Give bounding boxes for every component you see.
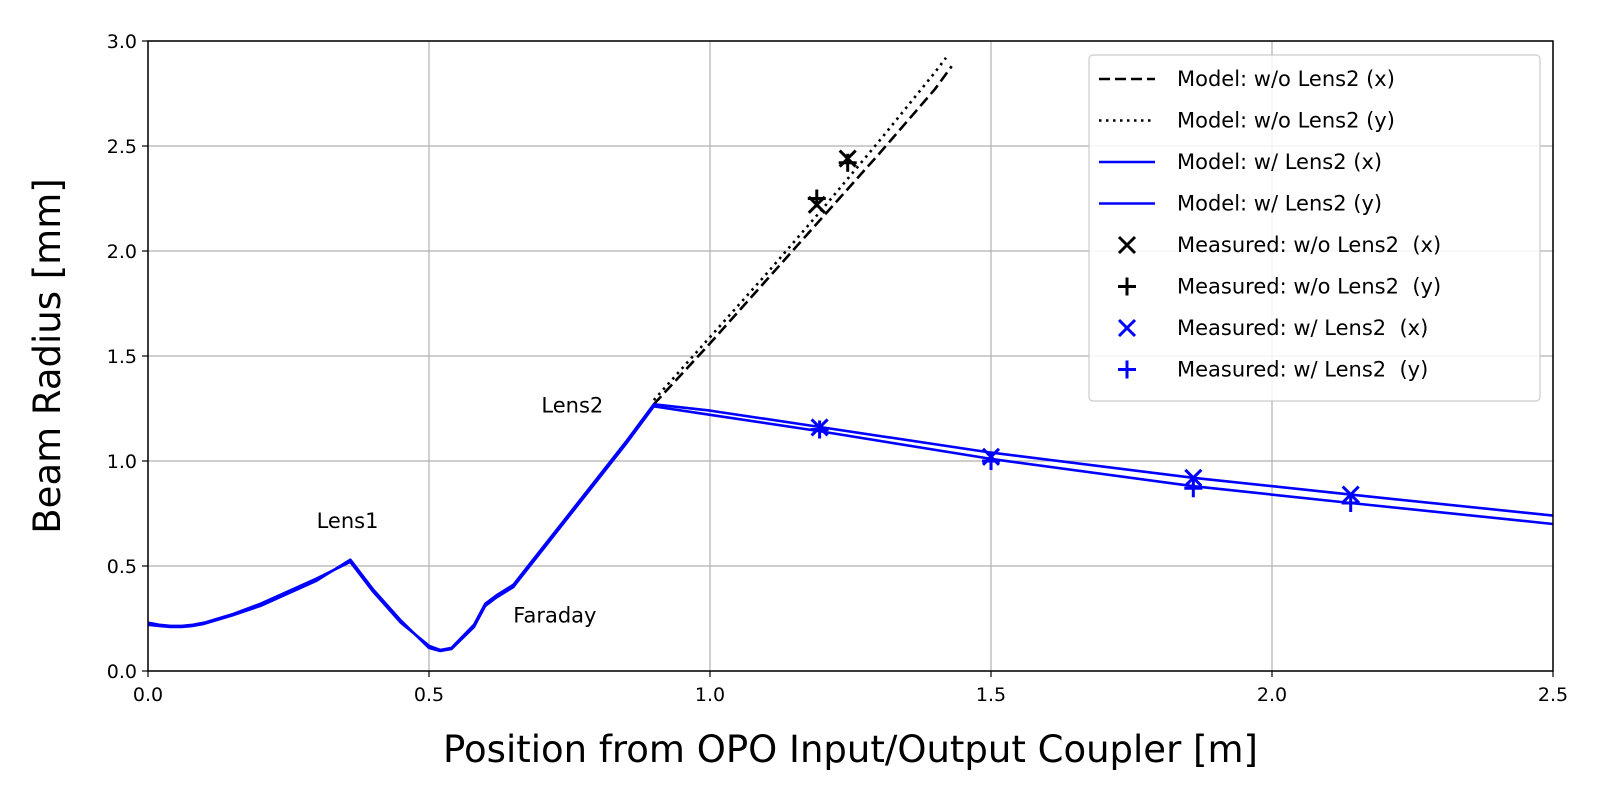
marker-point — [1341, 494, 1360, 512]
y-axis-title: Beam Radius [mm] — [26, 178, 69, 533]
annotation-label: Faraday — [513, 603, 596, 627]
series-line — [148, 405, 1553, 653]
y-tick-label: 1.5 — [107, 346, 137, 368]
legend-label: Model: w/o Lens2 (y) — [1177, 109, 1395, 133]
annotations: Lens1 Lens2 Faraday — [317, 393, 604, 627]
legend-label: Measured: w/o Lens2 (y) — [1177, 275, 1441, 299]
y-tick-label: 2.0 — [107, 241, 137, 263]
x-axis-title: Position from OPO Input/Output Coupler [… — [443, 728, 1258, 771]
marker-point — [807, 189, 826, 208]
series-line — [652, 65, 953, 406]
x-tick-label: 2.5 — [1538, 684, 1568, 706]
y-tick-label: 1.0 — [107, 451, 137, 473]
legend-marker — [1118, 277, 1136, 296]
legend-marker — [1117, 318, 1137, 338]
legend-label: Measured: w/o Lens2 (x) — [1177, 233, 1441, 257]
plot-area — [148, 57, 1553, 653]
marker-stroke — [1184, 468, 1203, 487]
y-tick-label: 0.5 — [107, 556, 137, 578]
legend: Model: w/o Lens2 (x) Model: w/o Lens2 (y)… — [1088, 54, 1541, 402]
legend-label: Measured: w/ Lens2 (y) — [1177, 358, 1428, 382]
annotation-label: Lens2 — [541, 393, 603, 417]
legend-label: Model: w/ Lens2 (y) — [1177, 192, 1382, 216]
x-tick-label: 1.0 — [695, 684, 725, 706]
y-tick-label: 0.0 — [107, 661, 137, 683]
axis-ticks: 0.0 0.5 1.0 1.5 2.0 2.5 0.0 0.5 1.0 1.5 2.0 2.5 3.0 — [107, 31, 1568, 706]
marker-point — [982, 452, 1000, 470]
marker-point — [838, 153, 857, 172]
marker-stroke — [1117, 318, 1137, 338]
legend-marker — [1117, 235, 1137, 255]
marker-stroke — [1117, 235, 1137, 255]
legend-label: Measured: w/ Lens2 (x) — [1177, 316, 1428, 340]
x-tick-label: 1.5 — [976, 684, 1006, 706]
x-tick-label: 2.0 — [1257, 684, 1287, 706]
marker-point — [810, 420, 829, 439]
legend-box — [1088, 54, 1541, 402]
x-tick-label: 0.5 — [414, 684, 444, 706]
y-tick-label: 3.0 — [107, 31, 137, 53]
legend-label: Model: w/ Lens2 (x) — [1177, 150, 1382, 174]
annotation-label: Lens1 — [317, 509, 379, 533]
legend-label: Model: w/o Lens2 (x) — [1177, 67, 1395, 91]
marker-point — [1184, 479, 1203, 498]
x-tick-label: 0.0 — [133, 684, 163, 706]
y-tick-label: 2.5 — [107, 136, 137, 158]
marker-point — [1184, 468, 1203, 487]
series-line — [652, 57, 948, 401]
legend-marker — [1118, 360, 1136, 379]
